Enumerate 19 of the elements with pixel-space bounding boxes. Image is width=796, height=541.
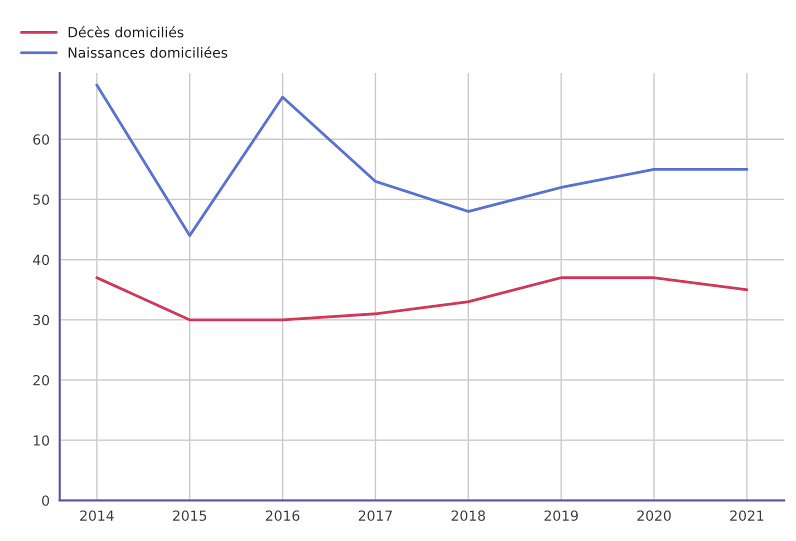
y-tick-label: 0 xyxy=(42,495,50,506)
x-tick-label: 2016 xyxy=(266,510,300,521)
line-series xyxy=(95,84,748,237)
legend-label: Décès domiciliés xyxy=(68,26,184,38)
line-series xyxy=(95,276,748,322)
y-tick-label: 60 xyxy=(33,134,50,145)
legend-label: Naissances domiciliées xyxy=(68,46,228,58)
x-tick-label: 2014 xyxy=(80,510,114,521)
y-tick-label: 30 xyxy=(33,314,50,326)
x-tick-label: 2019 xyxy=(544,510,578,521)
x-tick-label: 2018 xyxy=(452,510,486,521)
x-tick-label: 2021 xyxy=(730,510,764,521)
y-tick-label: 20 xyxy=(33,375,50,386)
y-tick-label: 40 xyxy=(32,254,50,266)
x-tick-label: 2020 xyxy=(637,510,671,521)
y-tick-label: 50 xyxy=(33,194,50,205)
x-tick-label: 2015 xyxy=(173,510,206,521)
y-tick-label: 10 xyxy=(34,435,50,446)
x-tick-label: 2017 xyxy=(358,510,392,521)
